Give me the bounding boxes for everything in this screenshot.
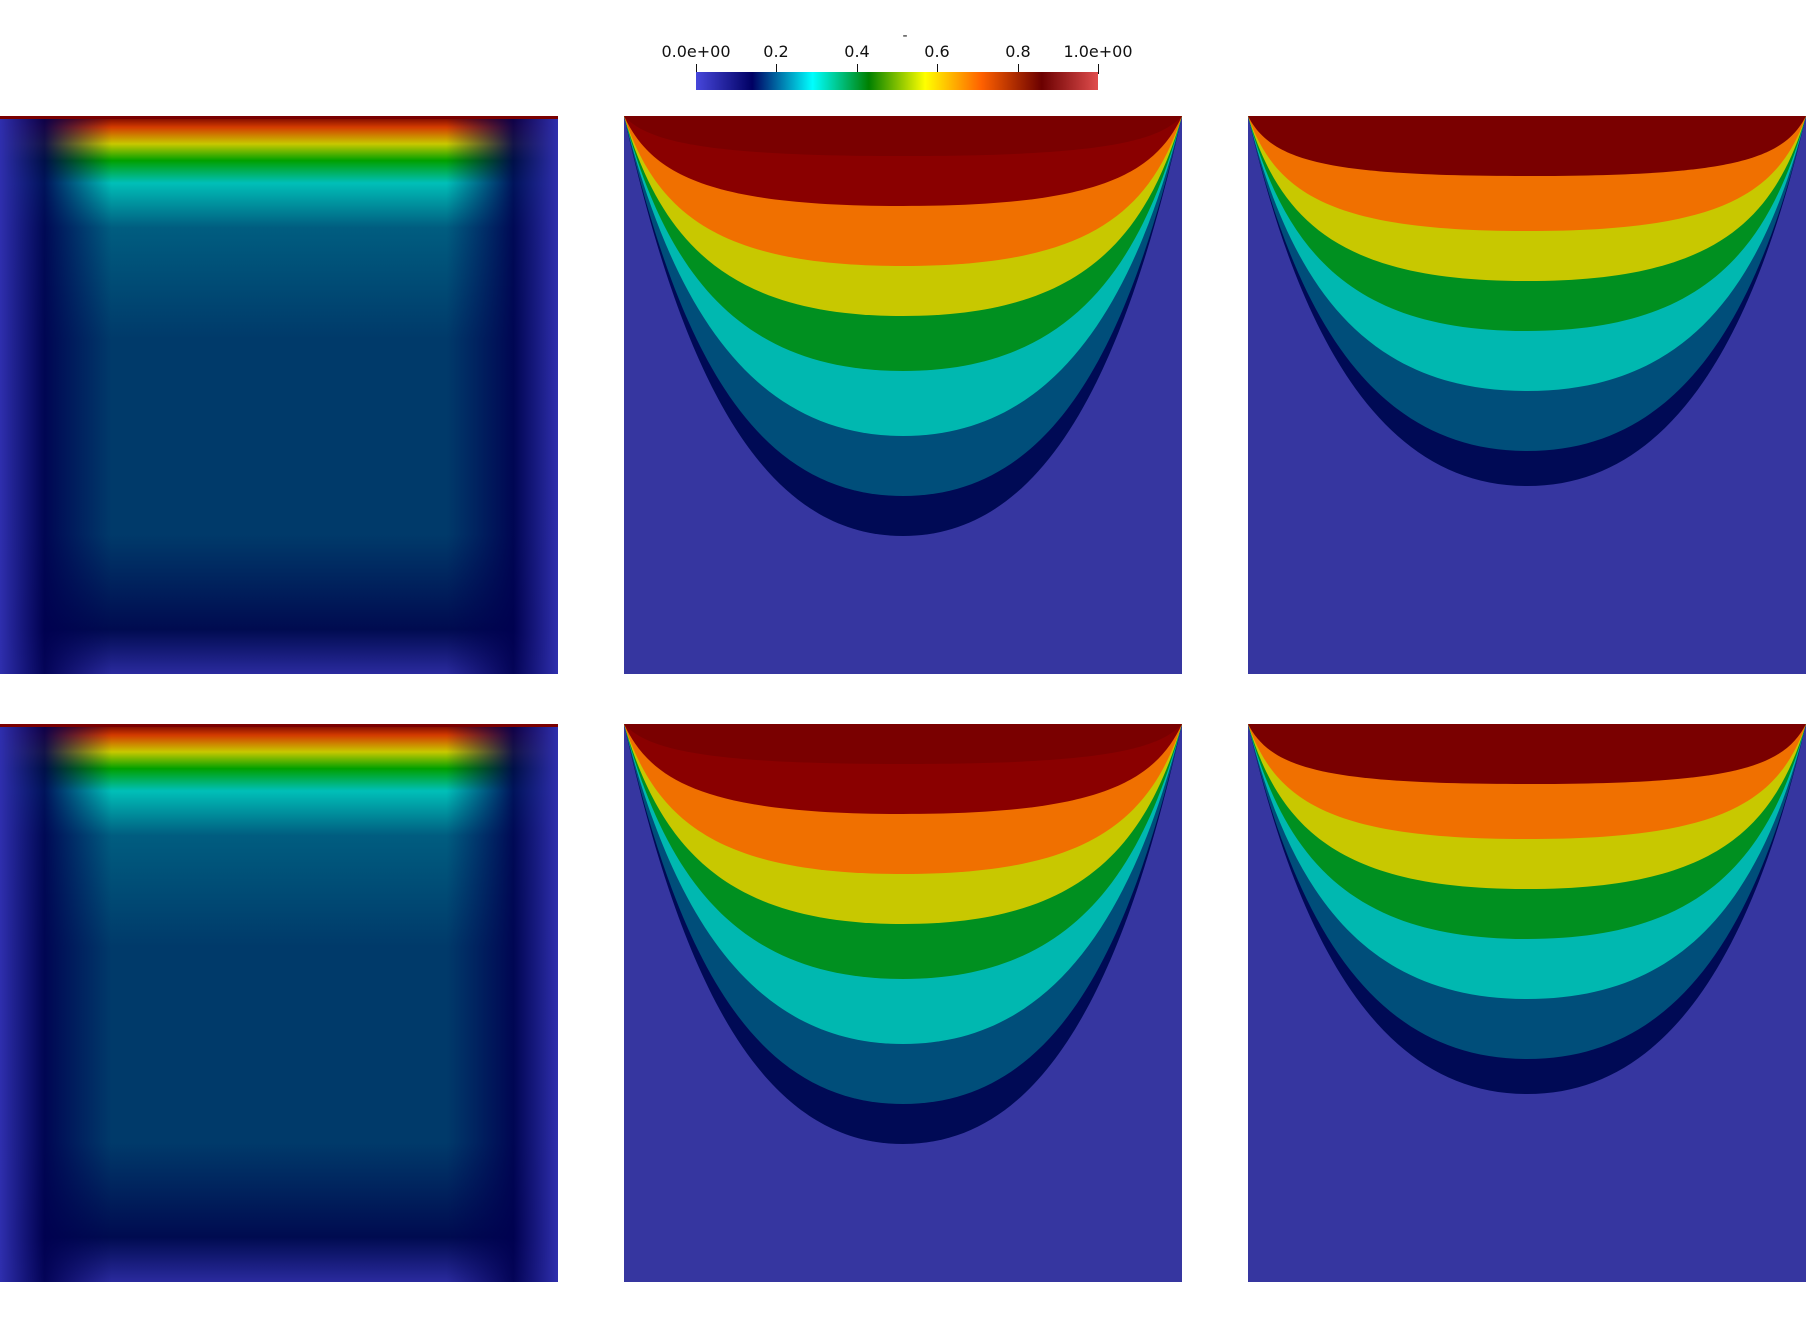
colorbar-tick-label: 0.6 <box>924 42 950 61</box>
colorbar-tick-label: 0.2 <box>763 42 789 61</box>
colorbar-tick <box>937 64 938 74</box>
colorbar-tick-label: 0.8 <box>1005 42 1031 61</box>
colorbar-tick <box>776 64 777 74</box>
colorbar-tick <box>1098 64 1099 74</box>
colorbar-title: - <box>902 28 908 44</box>
colorbar-tick <box>696 64 697 74</box>
colorbar-gradient <box>696 72 1098 90</box>
contour-panel-r2c2 <box>624 724 1182 1282</box>
colorbar-legend: - 0.0e+00 0.2 0.4 0.6 0.8 1.0e+00 <box>620 28 1140 100</box>
contour-panel-r2c1 <box>0 724 558 1282</box>
colorbar-tick <box>857 64 858 74</box>
contour-panel-r1c2 <box>624 116 1182 674</box>
contour-panel-r1c1 <box>0 116 558 674</box>
contour-panel-r2c3 <box>1248 724 1806 1282</box>
colorbar-tick <box>1018 64 1019 74</box>
contour-panel-r1c3 <box>1248 116 1806 674</box>
colorbar-tick-label: 1.0e+00 <box>1063 42 1133 61</box>
colorbar-tick-label: 0.4 <box>844 42 870 61</box>
colorbar-tick-label: 0.0e+00 <box>661 42 731 61</box>
